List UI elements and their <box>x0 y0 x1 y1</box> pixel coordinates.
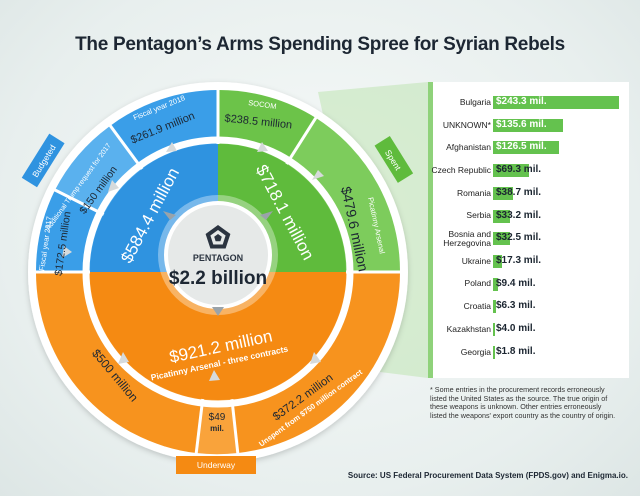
arrow-372m <box>310 352 321 364</box>
bar-row: Romania $38.7 mil. <box>433 182 629 205</box>
bar-country-label: Afghanistan <box>446 142 491 153</box>
bar-country-label: Serbia <box>466 210 491 221</box>
bar <box>493 323 496 336</box>
bar <box>493 118 564 132</box>
bar-value-label: $135.6 mil. <box>496 118 547 130</box>
bar-row: Georgia $1.8 mil. <box>433 341 629 364</box>
bar-row: Kazakhstan $4.0 mil. <box>433 318 629 341</box>
source-note: Source: US Federal Procurement Data Syst… <box>347 471 628 480</box>
underway-tag-label: Underway <box>197 460 236 470</box>
bar-country-label: Ukraine <box>461 255 491 266</box>
arrow-underway <box>212 307 224 316</box>
bar-row: Bosnia and Herzegovina $32.5 mil. <box>433 227 629 250</box>
bar-value-label: $1.8 mil. <box>496 345 536 357</box>
bar-row: UNKNOWN* $135.6 mil. <box>433 114 629 137</box>
bar-country-label: Poland <box>464 278 491 289</box>
bar-value-label: $17.3 mil. <box>496 254 542 266</box>
bar-value-label: $126.5 mil. <box>496 141 547 153</box>
footnote: * Some entries in the procurement record… <box>430 385 616 420</box>
bar-value-label: $243.3 mil. <box>496 96 547 107</box>
bar-row: Ukraine $17.3 mil. <box>433 250 629 273</box>
bar-country-label: Croatia <box>463 301 491 312</box>
bar-row: Afghanistan $126.5 mil. <box>433 136 629 159</box>
arrow-budgeted <box>163 211 176 220</box>
center-label: PENTAGON <box>193 253 243 263</box>
center-arrows <box>163 211 273 316</box>
bar-country-label: Georgia <box>460 346 491 357</box>
bar <box>493 300 497 314</box>
seg49-amount: $49 <box>209 412 226 423</box>
bar <box>493 277 498 291</box>
bar-value-label: $38.7 mil. <box>496 186 542 198</box>
arrow-500m <box>118 352 129 364</box>
bar <box>493 96 619 109</box>
underway-tag: Underway <box>176 456 256 474</box>
bar-value-label: $9.4 mil. <box>496 277 536 289</box>
bar <box>493 164 529 178</box>
country-bar-chart: Bulgaria $243.3 mil. UNKNOWN* $135.6 mil. Af… <box>428 82 629 378</box>
bar-row: Croatia $6.3 mil. <box>433 295 629 318</box>
bar-country-label: Kazakhstan <box>446 323 491 334</box>
socom-label: SOCOM <box>248 98 277 111</box>
arrow-trump <box>108 180 119 192</box>
bar-row: Serbia $33.2 mil. <box>433 205 629 228</box>
arrow-socom <box>257 142 268 152</box>
seg49-unit: mil. <box>210 424 224 433</box>
bar-row: Bulgaria $243.3 mil. <box>433 91 629 114</box>
bar-row: Czech Republic $69.3 mil. <box>431 159 629 182</box>
bar-value-label: $4.0 mil. <box>496 323 536 334</box>
bar-value-label: $69.3 mil. <box>496 164 542 176</box>
wedge-underway[interactable] <box>90 272 346 400</box>
bar <box>493 232 510 246</box>
bar <box>493 141 559 155</box>
arrow-49m <box>209 370 220 381</box>
bar-country-label: Czech Republic <box>431 164 491 175</box>
bar-country-label: Bulgaria <box>459 96 491 107</box>
bar-value-label: $6.3 mil. <box>496 300 536 312</box>
bar <box>493 209 511 223</box>
spent-tag: Spent <box>374 136 414 183</box>
page-title: The Pentagon’s Arms Spending Spree for S… <box>75 34 565 55</box>
center-total: $2.2 billion <box>169 268 267 289</box>
bar <box>493 254 502 268</box>
bar-country-label: UNKNOWN* <box>442 119 491 130</box>
bar-value-label: $32.5 mil. <box>496 232 542 244</box>
arrow-fy2017 <box>62 246 72 258</box>
bar-row: Poland $9.4 mil. <box>433 273 629 296</box>
arrow-spent <box>260 211 273 220</box>
bar <box>493 345 495 359</box>
bar <box>493 186 514 200</box>
pentagon-icon <box>205 225 231 249</box>
arrow-fy2018 <box>166 142 177 152</box>
bar-country-label: Romania <box>456 187 491 198</box>
outer-arrows <box>62 142 324 381</box>
bar-country-label: Bosnia and Herzegovina <box>443 228 491 248</box>
arrow-picatinny <box>312 170 324 180</box>
bar-value-label: $33.2 mil. <box>496 209 542 221</box>
